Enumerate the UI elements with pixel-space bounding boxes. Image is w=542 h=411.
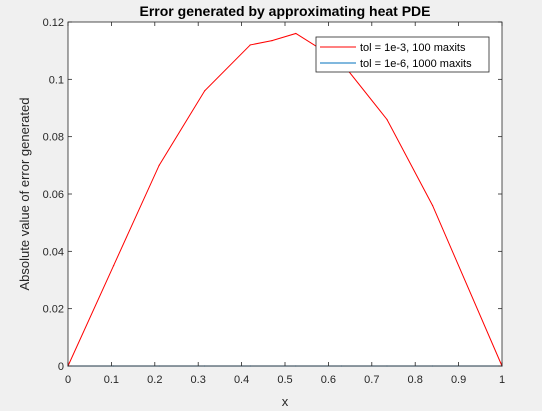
series-1-point	[295, 32, 297, 35]
plot-area	[68, 22, 502, 366]
y-tick-label: 0.08	[43, 132, 64, 144]
y-tick-label: 0.12	[43, 17, 64, 29]
legend-label-series-1: tol = 1e-3, 100 maxits	[360, 42, 466, 54]
legend-box	[315, 36, 490, 73]
x-tick-label: 0.5	[277, 374, 292, 386]
y-axis-label: Absolute value of error generated	[17, 98, 32, 291]
x-tick-label: 0.3	[191, 374, 206, 386]
x-tick-label: 0	[65, 374, 71, 386]
y-tick-label: 0.02	[43, 304, 64, 316]
series-1-point	[158, 164, 160, 166]
legend-label-series-2: tol = 1e-6, 1000 maxits	[360, 58, 472, 70]
x-tick-label: 0.2	[147, 374, 162, 386]
series-1-point	[431, 204, 434, 207]
x-tick-label: 0.6	[321, 374, 336, 386]
x-tick-label: 1	[499, 374, 505, 386]
y-tick-label: 0.04	[43, 246, 64, 258]
y-tick-label: 0.06	[43, 189, 64, 201]
y-tick-label: 0	[58, 361, 64, 373]
x-tick-label: 0.1	[104, 374, 119, 386]
series-1-point	[271, 40, 273, 42]
y-axis-ticks: 0 0.02 0.04 0.06 0.08 0.1 0.12	[43, 17, 502, 373]
series-1-point	[112, 265, 115, 267]
x-tick-label: 0.9	[451, 374, 466, 386]
x-tick-label: 0.7	[364, 374, 379, 386]
x-tick-label: 0.8	[408, 374, 423, 386]
x-tick-label: 0.4	[234, 374, 249, 386]
series-1-point	[386, 118, 388, 121]
x-axis-label: x	[282, 394, 289, 409]
series-1-point	[249, 44, 251, 46]
chart-title: Error generated by approximating heat PD…	[140, 3, 431, 19]
series-1-point	[204, 90, 206, 92]
x-axis-ticks: 0 0.1 0.2 0.3 0.4 0.5 0.6 0.7 0.8 0.9 1	[65, 22, 505, 386]
y-tick-label: 0.1	[49, 74, 64, 86]
legend: tol = 1e-3, 100 maxits tol = 1e-6, 1000 …	[315, 36, 490, 73]
